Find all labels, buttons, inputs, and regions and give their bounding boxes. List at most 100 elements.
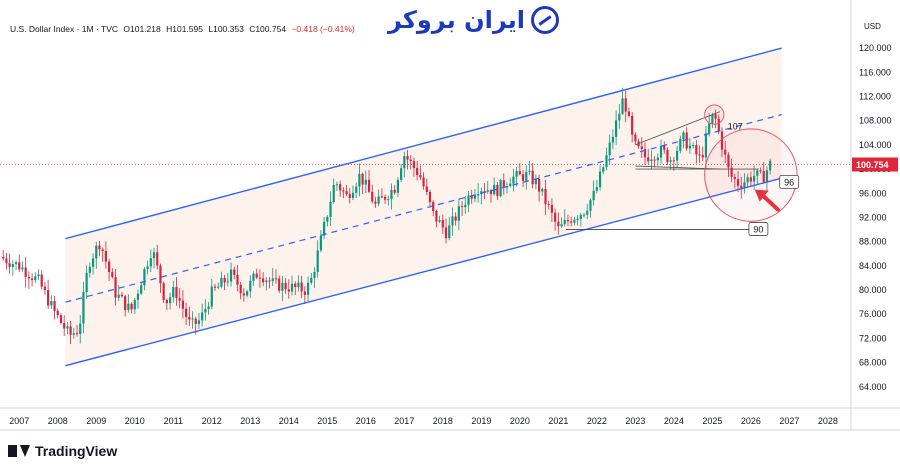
candle-body: [451, 216, 454, 226]
candle-body: [178, 298, 181, 301]
candle-body: [18, 262, 21, 270]
y-tick-label: 80.000: [859, 285, 887, 295]
x-tick-label: 2019: [471, 416, 491, 426]
annotation-label: 90: [753, 225, 763, 235]
candle-body: [152, 252, 156, 259]
candle-body: [207, 306, 210, 309]
candle-body: [592, 190, 595, 201]
candle-body: [56, 310, 59, 316]
triangle-lower-line[interactable]: [635, 165, 721, 170]
candle-body: [377, 196, 380, 204]
open-value: O101.218: [123, 24, 161, 34]
last-price-tag: [852, 157, 898, 172]
candle-body: [563, 219, 566, 225]
candle-body: [560, 224, 563, 227]
tradingview-text: TradingView: [35, 443, 118, 459]
candle-body: [669, 160, 672, 162]
channel-middle-line[interactable]: [65, 114, 782, 303]
candle-body: [30, 278, 34, 281]
candle-body: [605, 155, 608, 168]
candle-body: [627, 111, 631, 116]
candle-body: [631, 115, 634, 135]
candle-body: [403, 156, 406, 169]
candle-body: [236, 274, 239, 285]
candle-body: [595, 187, 598, 191]
candle-body: [111, 272, 114, 278]
candle-body: [499, 180, 502, 197]
candle-body: [460, 206, 464, 208]
y-tick-label: 72.000: [859, 333, 887, 343]
candle-body: [515, 171, 518, 177]
candle-body: [108, 261, 111, 273]
candle-body: [624, 98, 627, 112]
candle-body: [438, 220, 441, 222]
candle-body: [133, 299, 136, 310]
candle-body: [239, 284, 242, 294]
y-tick-label: 64.000: [859, 382, 887, 392]
candle-body: [191, 318, 194, 320]
candle-body: [265, 280, 268, 283]
candle-body: [130, 303, 133, 310]
y-tick-label: 104.000: [859, 140, 892, 150]
candle-body: [95, 245, 98, 259]
candle-body: [573, 219, 576, 223]
candle-body: [345, 191, 348, 195]
candle-body: [701, 154, 704, 158]
candle-body: [480, 191, 483, 194]
candle-body: [371, 191, 374, 202]
candle-body: [457, 206, 460, 221]
triangle-upper-line[interactable]: [635, 111, 721, 146]
candle-body: [383, 196, 387, 200]
x-tick-label: 2013: [240, 416, 260, 426]
candle-body: [730, 167, 733, 177]
candle-body: [303, 291, 306, 295]
candle-body: [769, 160, 772, 171]
candle-body: [66, 326, 69, 329]
low-value: L100.353: [208, 24, 244, 34]
candle-body: [740, 185, 743, 189]
candle-body: [672, 160, 675, 162]
tradingview-watermark: TradingView: [8, 443, 117, 459]
symbol-label: U.S. Dollar Index · 1M · TVC: [10, 24, 119, 34]
change-value: −0.418 (−0.41%): [291, 24, 355, 34]
candle-body: [409, 159, 412, 162]
candle-body: [271, 278, 274, 282]
brand-text: ایران بروکر: [388, 6, 525, 34]
candle-body: [554, 212, 557, 222]
candle-body: [576, 218, 579, 220]
growth-arrow-icon: [530, 6, 559, 34]
y-tick-label: 120.000: [859, 43, 892, 53]
x-tick-label: 2027: [779, 416, 799, 426]
candle-body: [43, 286, 47, 290]
y-tick-label: 96.000: [859, 188, 887, 198]
candle-body: [435, 211, 438, 222]
candle-body: [165, 299, 168, 304]
x-tick-label: 2023: [625, 416, 645, 426]
channel-lower-line[interactable]: [65, 177, 782, 367]
candle-body: [172, 287, 175, 298]
y-tick-label: 84.000: [859, 261, 887, 271]
x-tick-label: 2011: [164, 416, 183, 426]
tradingview-logo-icon: [8, 445, 30, 457]
candle-body: [759, 170, 762, 172]
candle-body: [550, 204, 554, 213]
channel-upper-line[interactable]: [65, 47, 782, 240]
candle-body: [525, 171, 528, 181]
candle-body: [634, 134, 637, 142]
candle-body: [98, 245, 101, 250]
annotation-label: 107: [728, 122, 743, 132]
candle-body: [27, 276, 30, 279]
candle-body: [727, 154, 730, 168]
candle-body: [448, 225, 451, 239]
candle-body: [733, 176, 736, 180]
annotation-box: [779, 174, 800, 189]
candle-body: [348, 194, 351, 198]
candle-body: [608, 142, 611, 156]
candle-body: [412, 161, 416, 169]
candle-body: [566, 219, 570, 222]
candle-body: [387, 199, 390, 201]
candle-body: [120, 294, 124, 297]
candle-body: [675, 150, 679, 161]
candle-body: [252, 273, 255, 281]
